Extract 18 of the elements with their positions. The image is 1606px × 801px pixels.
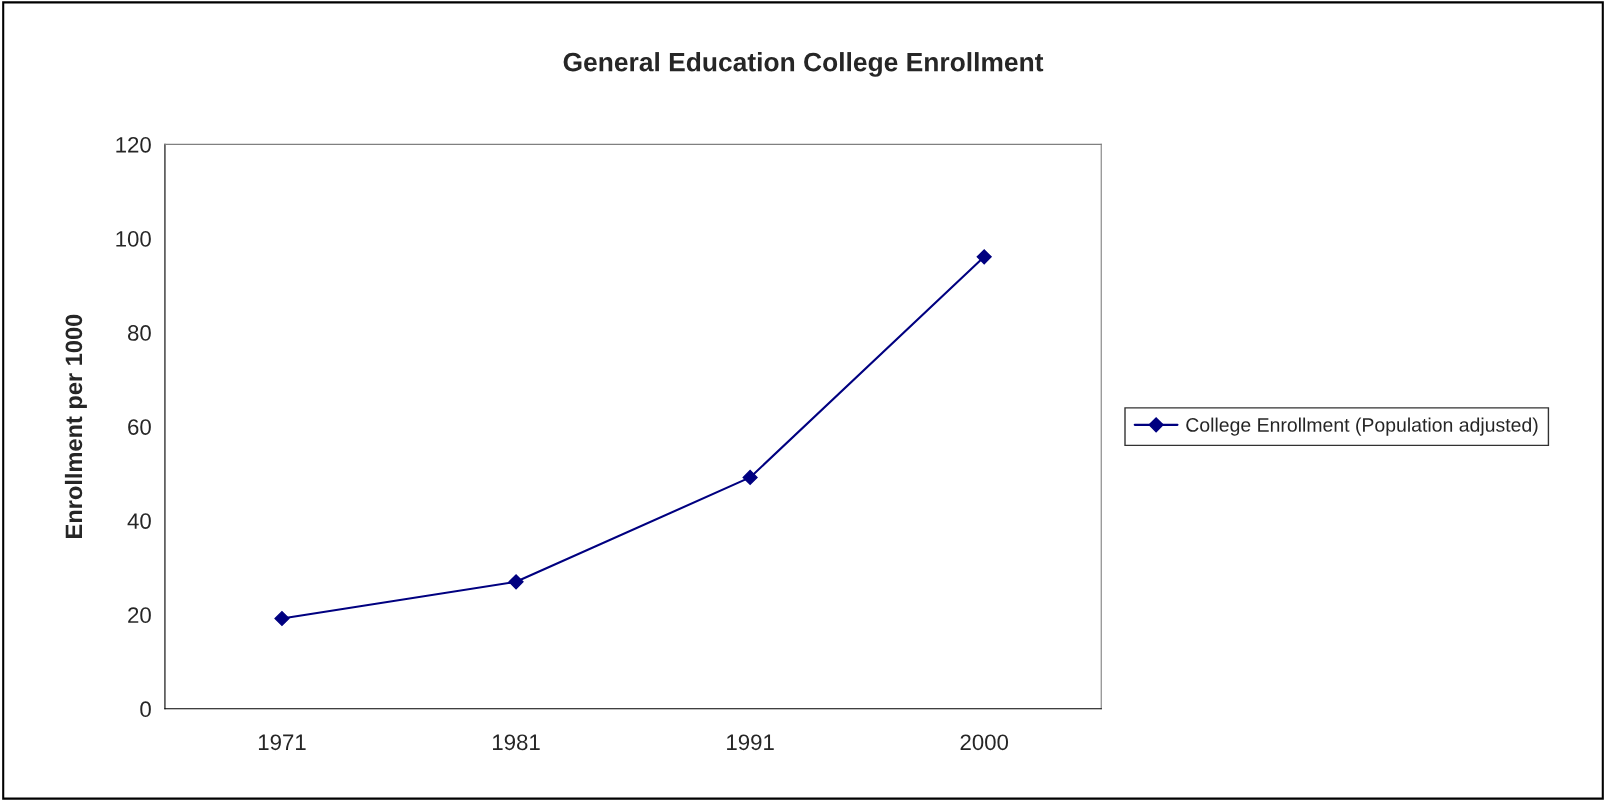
y-tick-label: 100 — [116, 231, 151, 247]
point — [976, 249, 992, 265]
legend-label: College Enrollment (Population adjusted) — [1186, 417, 1538, 436]
y-tick-label: 60 — [128, 419, 151, 435]
x-tick-label: 1991 — [727, 734, 774, 751]
chart-title: General Education College Enrollment — [563, 52, 1044, 77]
y-tick-label: 0 — [140, 701, 151, 718]
point — [274, 610, 290, 627]
point — [742, 469, 758, 485]
point — [508, 574, 524, 590]
x-tick-label: 2000 — [960, 734, 1009, 751]
x-tick-label: 1981 — [493, 734, 540, 751]
y-tick-label: 40 — [127, 513, 151, 529]
y-tick-label: 120 — [116, 136, 151, 153]
y-tick-label: 20 — [128, 607, 151, 624]
x-tick-label: 1971 — [258, 734, 306, 751]
y-axis-title: Enrollment per 1000 — [64, 314, 87, 538]
y-tick-label: 80 — [127, 325, 151, 341]
